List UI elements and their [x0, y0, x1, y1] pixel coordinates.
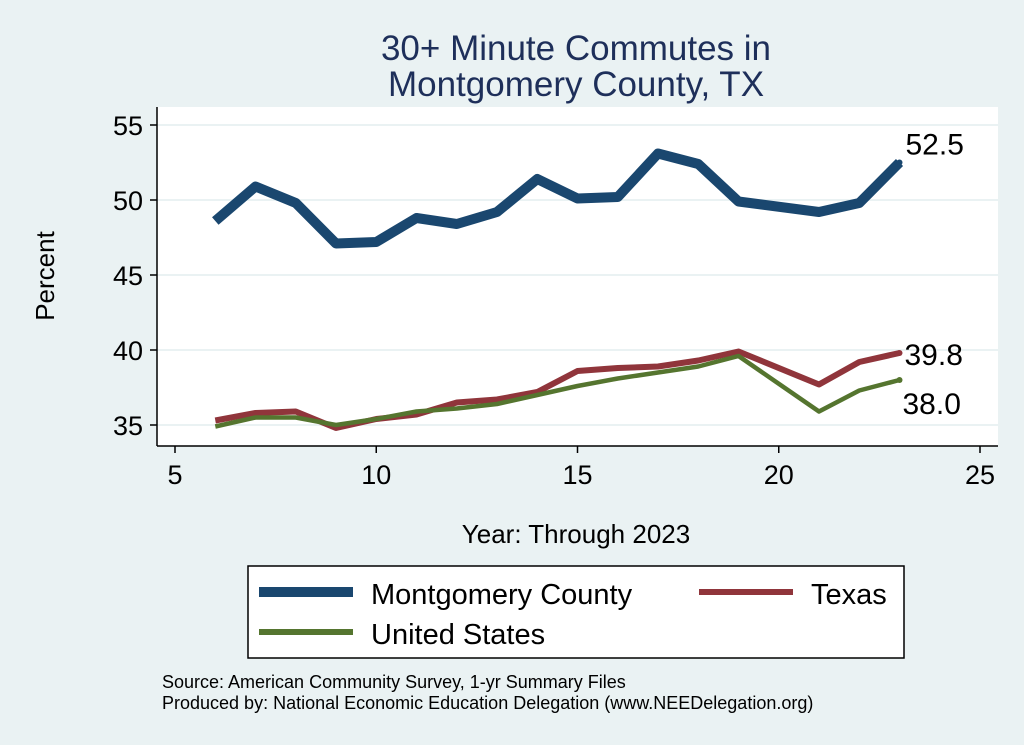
legend-label-montgomery-county: Montgomery County [371, 579, 633, 611]
y-tick-label-45: 45 [113, 261, 143, 291]
y-tick-label-55: 55 [113, 111, 143, 141]
x-tick-label-25: 25 [965, 460, 995, 490]
plot-area [157, 107, 998, 446]
series-lines [212, 148, 904, 431]
end-labels: 52.5 39.8 38.0 [903, 129, 964, 422]
end-point-texas [896, 350, 903, 356]
chart-title-line-1: 30+ Minute Commutes in [381, 29, 771, 68]
end-label-montgomery-county: 52.5 [906, 129, 964, 162]
end-point-montgomery-county [896, 159, 903, 166]
series-line-united-states [214, 353, 901, 429]
y-tick-label-50: 50 [113, 186, 143, 216]
x-tick-label-15: 15 [562, 460, 592, 490]
series-line-montgomery-county [212, 148, 904, 249]
y-tick-label-35: 35 [113, 411, 143, 441]
x-tick-label-20: 20 [764, 460, 794, 490]
x-tick-label-10: 10 [361, 460, 391, 490]
chart-title-line-2: Montgomery County, TX [388, 65, 764, 104]
legend: Montgomery County Texas United States [247, 565, 905, 659]
legend-label-united-states: United States [371, 619, 545, 651]
end-label-united-states: 38.0 [903, 388, 961, 421]
y-tick-label-40: 40 [113, 336, 143, 366]
producer-note: Produced by: National Economic Education… [162, 693, 813, 713]
x-tick-label-5: 5 [167, 460, 182, 490]
legend-box [247, 565, 905, 659]
y-axis-label: Percent [30, 230, 60, 320]
end-point-united-states [896, 377, 903, 383]
legend-label-texas: Texas [811, 579, 887, 611]
x-axis-label: Year: Through 2023 [462, 519, 690, 549]
source-note: Source: American Community Survey, 1-yr … [162, 672, 626, 692]
end-label-texas: 39.8 [905, 339, 963, 372]
